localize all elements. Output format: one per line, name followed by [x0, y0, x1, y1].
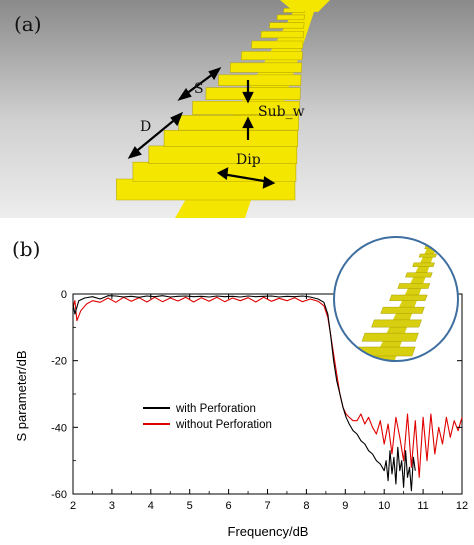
strip-finger — [205, 87, 301, 100]
strip-finger — [269, 22, 305, 29]
x-axis-title: Frequency/dB — [228, 524, 309, 539]
x-tick-label: 7 — [264, 500, 270, 512]
legend-label-without-perforation: without Perforation — [175, 419, 272, 431]
x-tick-label: 12 — [456, 500, 468, 512]
strip-finger — [192, 100, 300, 115]
strip-finger — [218, 74, 302, 86]
y-tick-label: -20 — [51, 356, 67, 368]
dimension-annotations — [127, 67, 276, 189]
inset-circle-ring — [333, 236, 459, 362]
strip-finger — [276, 14, 305, 21]
strip-finger — [260, 31, 304, 39]
strip-far-end — [280, 0, 330, 12]
x-tick-label: 3 — [109, 500, 115, 512]
s-arrowhead-right — [208, 67, 222, 81]
series-line-with-perforation — [72, 295, 416, 492]
panel-b-chart: (b) 2 3 4 5 6 7 8 9 10 11 12 0 -20 -40 -60 with Perfor… — [0, 218, 474, 545]
x-tick-label: 4 — [148, 500, 154, 512]
inset-finger — [412, 262, 435, 267]
inset-finger — [380, 306, 425, 314]
sub-w-arrowhead-top — [242, 91, 254, 104]
sub-w-arrowhead-bottom — [242, 116, 254, 129]
x-tick-label: 11 — [417, 500, 428, 512]
strip-finger — [148, 145, 298, 165]
inset-structure-view — [333, 236, 459, 362]
y-tick-label: 0 — [61, 289, 67, 301]
inset-finger — [405, 272, 433, 278]
s-label: S — [194, 81, 204, 97]
sub-w-label: Sub_w — [258, 104, 305, 120]
inset-finger — [397, 283, 431, 289]
inset-finger — [371, 319, 422, 328]
strip-finger — [251, 40, 304, 49]
d-arrowhead-left — [127, 146, 142, 159]
d-label: D — [140, 119, 151, 135]
dip-label: Dip — [236, 152, 261, 168]
panel-a-structure-rendering: (a) S Sub_w D Dip — [0, 0, 474, 218]
strip-finger — [229, 62, 303, 73]
inset-strip — [351, 237, 442, 361]
dip-arrowhead-right — [262, 176, 276, 189]
dip-dimension-arrow — [221, 172, 271, 184]
x-tick-label: 5 — [187, 500, 193, 512]
inset-finger — [418, 253, 437, 258]
y-tick-label: -60 — [51, 489, 67, 501]
x-tick-label: 10 — [378, 500, 390, 512]
d-dimension-arrow — [132, 116, 179, 155]
strip-finger — [132, 161, 297, 182]
x-tick-label: 2 — [70, 500, 76, 512]
y-tick-label: -40 — [51, 422, 67, 434]
x-tick-label: 8 — [303, 500, 309, 512]
strip-finger — [240, 51, 303, 61]
strip-finger — [163, 130, 299, 147]
inset-finger — [389, 294, 428, 301]
x-tick-label: 9 — [342, 500, 348, 512]
panel-a-label: (a) — [14, 12, 42, 36]
dip-arrowhead-left — [216, 167, 229, 180]
structure-strip — [116, 0, 330, 218]
legend: with Perforation without Perforation — [143, 403, 272, 431]
legend-label-with-perforation: with Perforation — [175, 403, 256, 415]
x-tick-label: 6 — [226, 500, 232, 512]
s-arrowhead-left — [177, 88, 192, 101]
d-arrowhead-right — [170, 111, 184, 127]
y-axis-title: S parameter/dB — [14, 350, 29, 441]
inset-finger — [361, 332, 419, 342]
panel-b-label: (b) — [12, 237, 40, 261]
plot-area: 2 3 4 5 6 7 8 9 10 11 12 0 -20 -40 -60 — [51, 289, 468, 512]
